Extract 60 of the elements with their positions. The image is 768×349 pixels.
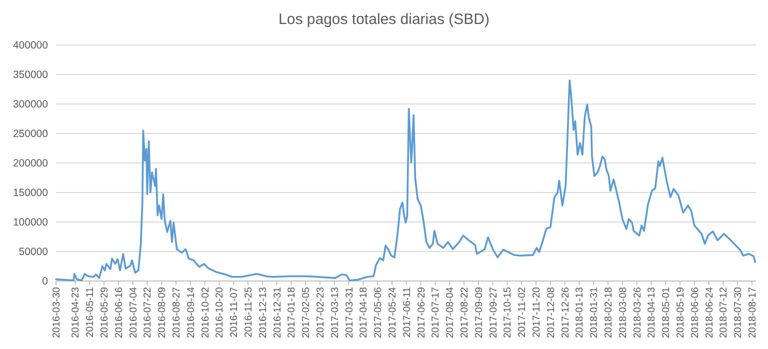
y-tick-label: 100000 <box>12 216 48 229</box>
x-tick-label: 2016-11-25 <box>244 286 254 338</box>
x-tick-label: 2017-02-23 <box>316 286 326 338</box>
x-tick-label: 2017-02-05 <box>301 286 312 338</box>
x-tick-label: 2018-06-06 <box>690 286 701 338</box>
x-tick-label: 2017-11-02 <box>517 286 528 338</box>
x-tick-label: 2017-06-29 <box>416 286 428 338</box>
x-tick-label: 2016-06-16 <box>114 286 125 338</box>
x-tick-label: 2017-03-13 <box>330 286 341 338</box>
x-tick-label: 2017-06-11 <box>402 286 413 338</box>
x-tick-label: 2017-01-18 <box>286 286 298 338</box>
line-series <box>55 80 756 282</box>
x-tick-label: 2016-08-09 <box>157 286 168 338</box>
x-tick-label: 2017-04-18 <box>358 286 370 338</box>
y-tick-label: 150000 <box>12 187 48 200</box>
y-tick-label: 400000 <box>12 40 48 52</box>
x-tick-label: 2018-06-24 <box>704 286 716 338</box>
y-tick-label: 50000 <box>18 246 48 258</box>
x-tick-label: 2016-03-30 <box>52 286 62 338</box>
x-tick-label: 2016-05-29 <box>100 286 110 338</box>
x-tick-label: 2016-11-07 <box>229 286 240 338</box>
x-tick-label: 2018-07-30 <box>733 286 744 338</box>
x-tick-label: 2017-03-31 <box>344 286 356 338</box>
x-tick-label: 2017-08-04 <box>445 286 456 338</box>
x-tick-label: 2016-08-27 <box>172 286 182 338</box>
x-tick-label: 2017-05-24 <box>388 286 398 338</box>
x-tick-label: 2016-07-22 <box>142 286 154 338</box>
y-tick-label: 200000 <box>12 158 48 170</box>
x-tick-label: 2016-09-14 <box>186 286 197 338</box>
x-tick-label: 2018-03-26 <box>632 286 644 338</box>
x-tick-label: 2016-07-04 <box>128 286 140 338</box>
x-tick-label: 2018-07-12 <box>718 286 730 338</box>
x-tick-label: 2018-01-31 <box>589 286 600 338</box>
x-tick-label: 2016-10-20 <box>214 286 226 338</box>
x-tick-label: 2017-12-08 <box>546 286 557 338</box>
x-tick-label: 2016-10-02 <box>200 286 212 338</box>
x-tick-label: 2017-10-15 <box>502 286 514 338</box>
x-tick-label: 2018-05-19 <box>676 286 686 338</box>
y-tick-label: 350000 <box>12 69 48 82</box>
x-tick-label: 2017-09-09 <box>474 286 485 338</box>
x-tick-label: 2016-12-13 <box>258 286 269 338</box>
x-tick-label: 2016-05-11 <box>85 286 96 338</box>
y-tick-label: 0 <box>42 276 48 288</box>
x-tick-label: 2017-09-27 <box>488 286 500 338</box>
x-tick-label: 2016-12-31 <box>272 286 284 338</box>
x-tick-label: 2018-04-13 <box>646 286 658 338</box>
x-tick-label: 2017-07-17 <box>430 286 442 338</box>
x-tick-label: 2018-03-08 <box>618 286 629 338</box>
x-tick-label: 2017-11-20 <box>532 286 542 338</box>
x-tick-label: 2018-02-18 <box>604 286 614 338</box>
y-tick-label: 300000 <box>12 98 48 111</box>
y-tick-label: 250000 <box>12 128 48 140</box>
x-tick-label: 2018-08-17 <box>748 286 758 338</box>
chart-title: Los pagos totales diarias (SBD) <box>278 11 490 28</box>
x-tick-label: 2017-08-22 <box>460 286 470 338</box>
x-tick-label: 2017-12-26 <box>560 286 572 338</box>
x-tick-label: 2016-04-23 <box>70 286 82 338</box>
x-tick-label: 2018-01-13 <box>574 286 586 338</box>
x-tick-label: 2017-05-06 <box>373 286 384 338</box>
x-tick-label: 2018-05-01 <box>661 286 672 338</box>
